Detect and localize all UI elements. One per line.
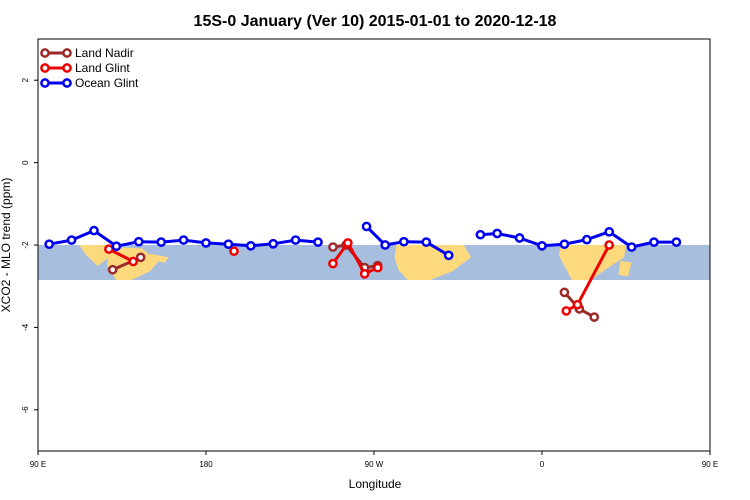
data-point-ocean-glint	[514, 233, 525, 243]
data-point-land-nadir	[328, 242, 338, 252]
data-point-land-glint	[359, 268, 370, 279]
data-point-ocean-glint	[537, 240, 547, 251]
x-axis-label: Longitude	[349, 477, 402, 491]
data-point-land-nadir	[559, 287, 570, 298]
data-point-ocean-glint	[604, 226, 615, 237]
data-point-ocean-glint	[421, 237, 432, 247]
data-point-ocean-glint	[380, 240, 391, 250]
data-point-ocean-glint	[581, 234, 592, 245]
y-tick-label: -4	[21, 323, 30, 331]
y-tick-label: -2	[21, 241, 30, 249]
data-point-ocean-glint	[89, 225, 99, 236]
data-point-ocean-glint	[133, 236, 144, 247]
y-tick-label: 0	[21, 160, 30, 165]
data-point-ocean-glint	[268, 238, 279, 249]
data-point-ocean-glint	[66, 235, 77, 245]
x-tick-label: 90 E	[30, 460, 46, 469]
legend-label: Ocean Glint	[75, 76, 139, 90]
land-papua	[150, 253, 169, 263]
data-point-ocean-glint	[475, 229, 486, 240]
series-line-ocean-glint	[480, 230, 677, 249]
legend-marker	[40, 78, 50, 88]
data-point-land-glint	[128, 256, 139, 267]
series-land-glint	[104, 238, 615, 316]
data-point-ocean-glint	[399, 236, 409, 247]
data-point-land-glint	[604, 240, 615, 250]
data-point-ocean-glint	[178, 235, 189, 245]
series-layer	[44, 221, 682, 322]
y-tick-label: -6	[21, 406, 30, 414]
data-point-ocean-glint	[361, 221, 372, 232]
legend-label: Land Nadir	[75, 46, 134, 60]
data-point-ocean-glint	[223, 239, 234, 250]
legend-marker	[62, 63, 72, 73]
data-point-land-glint	[229, 246, 239, 257]
data-point-land-glint	[372, 262, 383, 273]
data-point-ocean-glint	[156, 237, 167, 247]
data-point-land-nadir	[589, 312, 600, 322]
data-point-ocean-glint	[201, 238, 211, 248]
x-tick-label: 0	[540, 460, 545, 469]
land-indonesia	[79, 245, 109, 266]
y-axis: 2 0 -2 -4 -6	[21, 77, 38, 413]
data-point-ocean-glint	[290, 235, 301, 245]
y-axis-label: XCO2 - MLO trend (ppm)	[0, 178, 13, 313]
data-point-ocean-glint	[559, 239, 570, 250]
land-africa	[558, 245, 626, 280]
legend-marker	[40, 63, 50, 73]
legend-marker	[62, 48, 72, 58]
x-tick-label: 180	[199, 460, 213, 469]
data-point-ocean-glint	[671, 237, 682, 247]
x-tick-label: 90 E	[702, 460, 718, 469]
chart-title: 15S-0 January (Ver 10) 2015-01-01 to 202…	[194, 13, 557, 30]
data-point-ocean-glint	[313, 237, 323, 247]
data-point-land-glint	[572, 299, 583, 310]
legend-item-land-nadir: Land Nadir	[40, 46, 134, 60]
series-ocean-glint	[44, 221, 682, 261]
legend-marker	[40, 48, 50, 58]
data-point-land-glint	[328, 258, 338, 269]
data-point-ocean-glint	[44, 239, 55, 250]
data-point-land-glint	[104, 244, 114, 254]
legend-label: Land Glint	[75, 61, 130, 75]
legend-marker	[62, 78, 72, 88]
data-point-ocean-glint	[626, 242, 637, 252]
data-point-land-glint	[343, 238, 353, 248]
data-point-land-nadir	[135, 252, 146, 263]
data-point-ocean-glint	[492, 228, 503, 239]
data-point-ocean-glint	[443, 250, 454, 261]
x-axis: 90 E 180 90 W 0 90 E	[30, 451, 718, 469]
legend-item-land-glint: Land Glint	[40, 61, 130, 75]
land-madagascar	[618, 260, 632, 277]
data-point-ocean-glint	[649, 237, 659, 247]
data-point-land-nadir	[107, 264, 118, 275]
y-tick-label: 2	[21, 77, 30, 82]
data-point-ocean-glint	[245, 240, 256, 251]
x-tick-label: 90 W	[365, 460, 384, 469]
data-point-land-glint	[561, 306, 572, 316]
series-line-land-glint	[331, 241, 379, 276]
legend-item-ocean-glint: Ocean Glint	[40, 76, 139, 90]
world-map-strip	[38, 245, 710, 281]
data-point-ocean-glint	[111, 241, 122, 252]
